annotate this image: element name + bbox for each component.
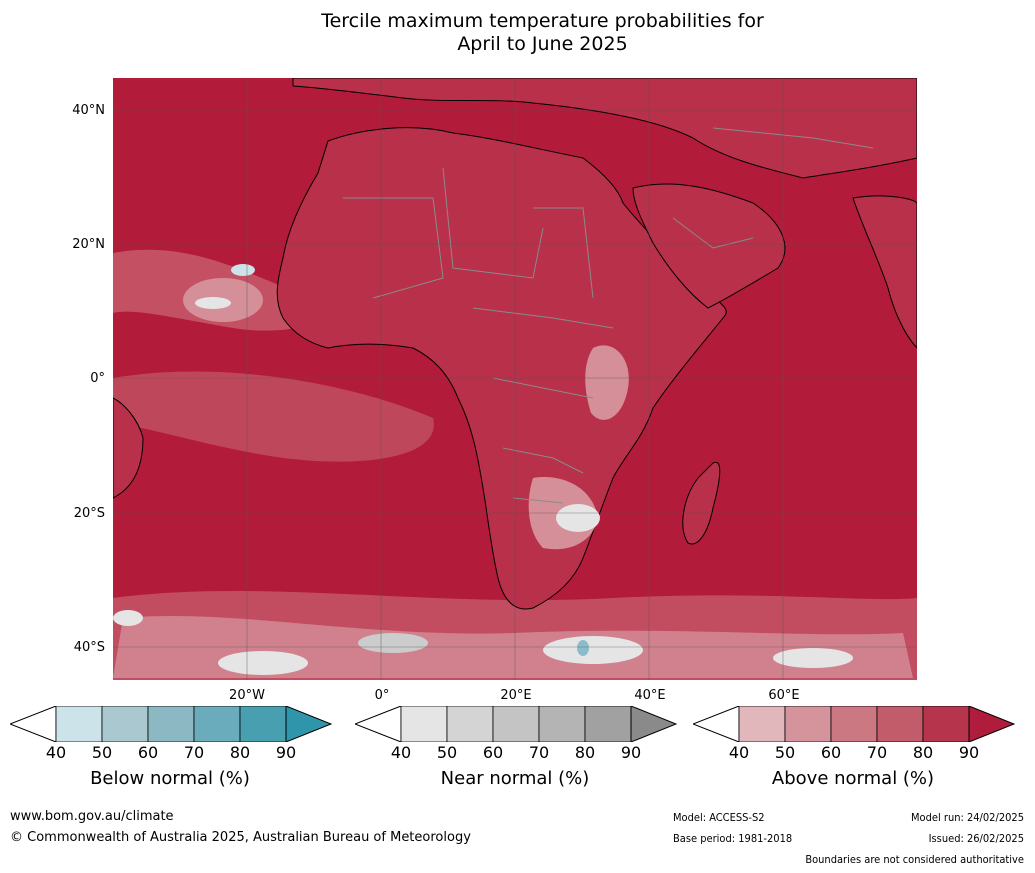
tick-label: 80 [912, 743, 934, 762]
near-normal-patch-3 [543, 636, 643, 664]
lon-label-20w: 20°W [229, 688, 265, 703]
near-normal-patch-1 [218, 651, 308, 675]
west-atlantic-near-normal [195, 297, 231, 309]
lat-label-40n: 40°N [72, 103, 105, 118]
near-normal-patch-5 [113, 610, 143, 626]
colorbar-near-bin-50 [446, 706, 494, 742]
border-segment-1 [343, 197, 444, 299]
east-africa-light-region [585, 345, 629, 420]
arabian-peninsula [632, 183, 786, 309]
colorbar-below-normal [10, 706, 332, 742]
tick-label: 60 [482, 743, 504, 762]
tick-label: 80 [229, 743, 251, 762]
border-segment-4 [472, 307, 614, 329]
colorbar-above-bin-40 [738, 706, 786, 742]
tick-label: 90 [620, 743, 642, 762]
colorbar-near-bin-40 [400, 706, 448, 742]
border-segment-5 [492, 377, 594, 399]
tick-label: 60 [820, 743, 842, 762]
indian-subcontinent [852, 195, 917, 349]
tick-label: 40 [728, 743, 750, 762]
colorbar-below-bin-70 [193, 706, 241, 742]
footer-disclaimer: Boundaries are not considered authoritat… [805, 853, 1024, 866]
west-atlantic-below-normal [231, 264, 255, 276]
tick-label: 90 [275, 743, 297, 762]
footer-model: Model: ACCESS-S2 [673, 811, 765, 824]
lat-label-20n: 20°N [72, 237, 105, 252]
colorbar-below-title: Below normal (%) [90, 768, 250, 789]
colorbar-above-bin-70 [876, 706, 924, 742]
border-segment-6 [502, 447, 584, 474]
tick-label: 50 [436, 743, 458, 762]
tick-label: 70 [528, 743, 550, 762]
graticule [113, 78, 917, 680]
colorbar-above-high-arrow [968, 706, 1015, 742]
footer-url: www.bom.gov.au/climate [10, 809, 174, 824]
africa-landmass [276, 127, 727, 610]
colorbar-near-bin-60 [492, 706, 540, 742]
tick-label: 90 [958, 743, 980, 762]
southern-africa-near-normal [556, 504, 600, 532]
south-america-edge [113, 397, 144, 499]
colorbar-near-high-arrow [630, 706, 677, 742]
colorbar-above-bin-80 [922, 706, 970, 742]
border-segment-8 [672, 217, 754, 249]
colorbar-near-bin-70 [538, 706, 586, 742]
colorbar-below-bin-60 [147, 706, 195, 742]
country-borders [343, 127, 874, 504]
colorbar-below-bin-80 [239, 706, 287, 742]
colorbar-near-normal [355, 706, 677, 742]
colorbar-above-title: Above normal (%) [771, 768, 935, 789]
tick-label: 50 [91, 743, 113, 762]
colorbar-above-bin-50 [784, 706, 832, 742]
footer-issued: Issued: 26/02/2025 [928, 832, 1024, 845]
border-segment-3 [533, 207, 594, 299]
lon-label-60e: 60°E [768, 688, 800, 703]
lon-label-40e: 40°E [634, 688, 666, 703]
border-segment-2 [442, 167, 544, 279]
near-normal-patch-4 [773, 648, 853, 668]
colorbar-near-title: Near normal (%) [440, 768, 590, 789]
border-segment-9 [712, 127, 874, 149]
colorbar-below-bin-50 [101, 706, 149, 742]
border-segment-7 [512, 497, 564, 504]
lat-label-40s: 40°S [73, 640, 105, 655]
colorbar-above-low-arrow [693, 706, 740, 742]
probability-map [113, 78, 917, 680]
colorbar-above-bin-60 [830, 706, 878, 742]
colorbar-below-bin-40 [55, 706, 103, 742]
ocean-band-south-atlantic [113, 371, 434, 462]
map-svg [113, 78, 917, 680]
madagascar [682, 461, 721, 545]
colorbar-above-normal [693, 706, 1015, 742]
near-normal-patch-2 [358, 633, 428, 653]
title-line-2: April to June 2025 [457, 33, 628, 55]
colorbar-near-low-arrow [355, 706, 402, 742]
footer-copyright: © Commonwealth of Australia 2025, Austra… [10, 830, 471, 845]
tick-label: 60 [137, 743, 159, 762]
tick-label: 40 [45, 743, 67, 762]
tick-label: 70 [183, 743, 205, 762]
colorbar-below-low-arrow [10, 706, 57, 742]
footer-model-run: Model run: 24/02/2025 [911, 811, 1024, 824]
below-normal-patch-south [577, 640, 589, 656]
tick-label: 50 [774, 743, 796, 762]
lon-label-20e: 20°E [500, 688, 532, 703]
colorbar-near-bin-80 [584, 706, 632, 742]
lat-label-20s: 20°S [73, 506, 105, 521]
lat-label-equator: 0° [90, 371, 105, 386]
tick-label: 80 [574, 743, 596, 762]
lon-label-0: 0° [374, 688, 390, 703]
europe-middle-east [292, 78, 917, 179]
colorbar-below-high-arrow [285, 706, 332, 742]
chart-title: Tercile maximum temperature probabilitie… [0, 10, 1035, 56]
footer-base-period: Base period: 1981-2018 [673, 832, 793, 845]
tick-label: 40 [390, 743, 412, 762]
title-line-1: Tercile maximum temperature probabilitie… [321, 10, 764, 32]
tick-label: 70 [866, 743, 888, 762]
